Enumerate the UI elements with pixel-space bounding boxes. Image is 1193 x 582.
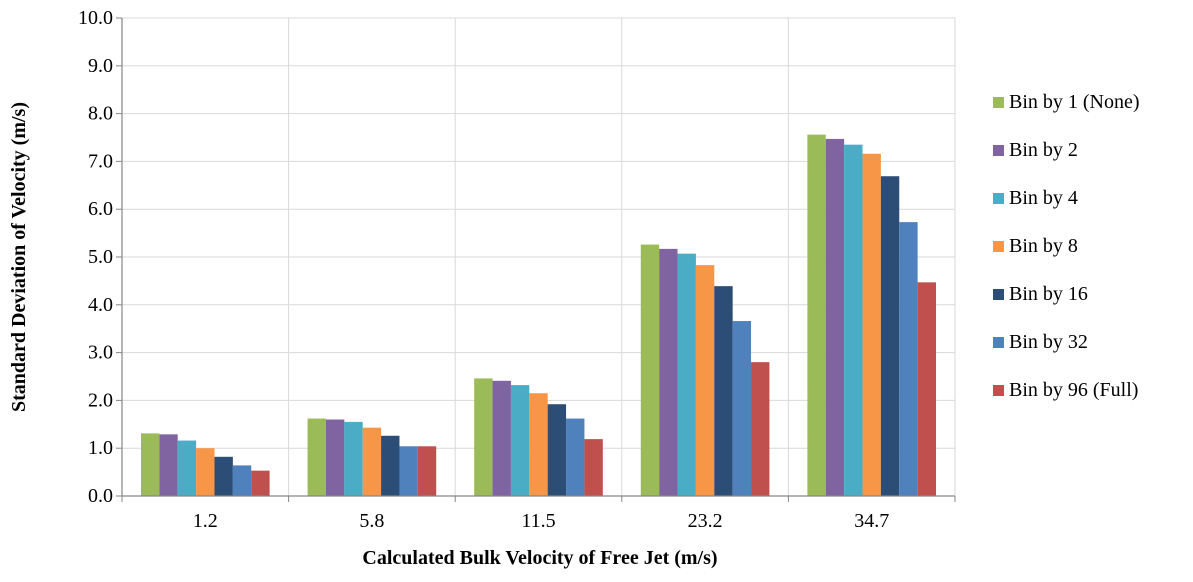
y-tick-label: 3.0: [88, 342, 113, 364]
bar: [917, 282, 937, 496]
legend-label: Bin by 1 (None): [1009, 90, 1140, 113]
legend-swatch: [993, 384, 1004, 396]
bar: [807, 134, 826, 496]
bar: [232, 465, 252, 496]
gridlines: [122, 17, 956, 496]
x-tick-label: 1.2: [193, 510, 218, 532]
bar: [751, 362, 770, 496]
bar: [474, 378, 493, 496]
legend-item: Bin by 16: [993, 282, 1088, 306]
y-tick-label: 0.0: [88, 485, 113, 507]
x-tick-label: 23.2: [688, 510, 723, 532]
bar: [307, 418, 326, 496]
bar: [899, 222, 918, 496]
bar: [529, 393, 548, 496]
y-tick-label: 2.0: [88, 389, 113, 411]
y-tick-label: 6.0: [88, 198, 113, 220]
bar: [640, 244, 660, 496]
bar: [677, 253, 696, 496]
y-tick-label: 5.0: [88, 246, 113, 268]
bar: [344, 421, 363, 496]
legend-swatch: [993, 336, 1004, 348]
y-tick-label: 10.0: [78, 7, 113, 29]
bar: [659, 248, 678, 496]
bar: [510, 385, 530, 496]
x-tick-label: 5.8: [359, 510, 384, 532]
bar: [214, 456, 233, 496]
legend-label: Bin by 2: [1009, 138, 1078, 161]
bar: [492, 380, 511, 496]
bar: [695, 265, 715, 496]
legend-label: Bin by 32: [1009, 330, 1088, 353]
bar: [844, 144, 863, 497]
bar: [196, 448, 215, 496]
x-axis-title: Calculated Bulk Velocity of Free Jet (m/…: [362, 547, 717, 569]
bar: [325, 419, 345, 496]
bar: [714, 286, 733, 496]
legend-item: Bin by 96 (Full): [993, 378, 1138, 402]
legend-item: Bin by 32: [993, 330, 1088, 354]
axes: [116, 17, 956, 502]
y-tick-label: 4.0: [88, 294, 113, 316]
bar: [177, 440, 197, 496]
legend-item: Bin by 8: [993, 234, 1078, 258]
legend-item: Bin by 4: [993, 186, 1078, 210]
y-tick-label: 1.0: [88, 437, 113, 459]
bar: [584, 439, 603, 496]
x-tick-label: 11.5: [521, 510, 555, 532]
bar: [159, 434, 178, 496]
legend-swatch: [993, 240, 1004, 252]
bar: [862, 153, 881, 496]
legend-label: Bin by 96 (Full): [1009, 378, 1139, 401]
legend-label: Bin by 16: [1009, 282, 1088, 305]
y-tick-label: 8.0: [88, 103, 113, 125]
legend-item: Bin by 2: [993, 138, 1078, 162]
legend-label: Bin by 8: [1009, 234, 1078, 257]
bar: [547, 404, 567, 496]
y-tick-label: 7.0: [88, 150, 113, 172]
legend-label: Bin by 4: [1009, 186, 1078, 209]
legend-swatch: [993, 96, 1004, 108]
bar: [566, 418, 585, 496]
legend-swatch: [993, 192, 1004, 204]
bar: [362, 427, 382, 496]
x-tick-labels: 1.2 5.8 11.5 23.2 34.7: [193, 510, 889, 532]
bar: [399, 446, 418, 496]
bar: [417, 446, 437, 496]
y-tick-labels: 0.0 1.0 2.0 3.0 4.0 5.0 6.0 7.0 8.0 9.0 10.0: [78, 7, 113, 507]
legend-swatch: [993, 144, 1004, 156]
y-tick-label: 9.0: [88, 55, 113, 77]
bar: [732, 321, 752, 496]
legend-item: Bin by 1 (None): [993, 90, 1140, 114]
bars: [140, 134, 937, 497]
bar: [880, 176, 900, 496]
bar: [140, 433, 160, 496]
x-tick-label: 34.7: [854, 510, 889, 532]
bar: [251, 470, 270, 496]
legend-swatch: [993, 288, 1004, 300]
bar: [825, 138, 845, 496]
bar: [381, 435, 400, 496]
y-axis-title: Standard Deviation of Velocity (m/s): [8, 102, 30, 412]
